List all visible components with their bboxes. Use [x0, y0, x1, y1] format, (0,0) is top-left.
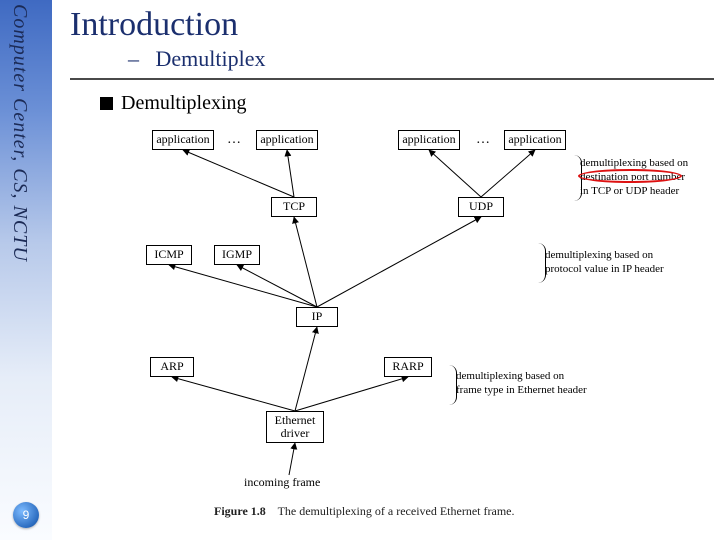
- content-area: Introduction – Demultiplex Demultiplexin…: [70, 0, 714, 540]
- bullet-icon: [100, 97, 113, 110]
- node-rarp: RARP: [384, 357, 432, 377]
- diagram-label-incoming: incoming frame: [244, 475, 320, 490]
- node-eth: Ethernet driver: [266, 411, 324, 443]
- annotation: demultiplexing based on protocol value i…: [545, 249, 664, 277]
- bullet-text: Demultiplexing: [121, 92, 247, 115]
- page-title: Introduction: [70, 0, 714, 44]
- node-icmp: ICMP: [146, 245, 192, 265]
- annotation: demultiplexing based on frame type in Et…: [456, 370, 587, 398]
- node-app3: application: [398, 130, 460, 150]
- node-tcp: TCP: [271, 197, 317, 217]
- sidebar: Computer Center, CS, NCTU: [0, 0, 52, 540]
- node-arp: ARP: [150, 357, 194, 377]
- caption-label: Figure 1.8: [214, 504, 266, 518]
- subtitle-text: Demultiplex: [156, 46, 266, 71]
- sidebar-text: Computer Center, CS, NCTU: [8, 4, 31, 262]
- page-root: Computer Center, CS, NCTU 9 Introduction…: [0, 0, 720, 540]
- ellipsis: …: [476, 132, 490, 148]
- caption-text: The demultiplexing of a received Etherne…: [278, 504, 515, 518]
- slide-number-badge: 9: [13, 502, 39, 528]
- highlight-ring: [578, 169, 682, 183]
- subtitle-prefix: –: [128, 46, 139, 71]
- page-subtitle: – Demultiplex: [128, 46, 714, 72]
- node-app1: application: [152, 130, 214, 150]
- node-ip: IP: [296, 307, 338, 327]
- node-app4: application: [504, 130, 566, 150]
- figure-caption: Figure 1.8 The demultiplexing of a recei…: [214, 504, 514, 519]
- demux-diagram: application application application applica…: [96, 125, 696, 495]
- divider: [70, 78, 714, 80]
- node-igmp: IGMP: [214, 245, 260, 265]
- node-app2: application: [256, 130, 318, 150]
- bullet-row: Demultiplexing: [100, 92, 714, 115]
- node-udp: UDP: [458, 197, 504, 217]
- ellipsis: …: [227, 132, 241, 148]
